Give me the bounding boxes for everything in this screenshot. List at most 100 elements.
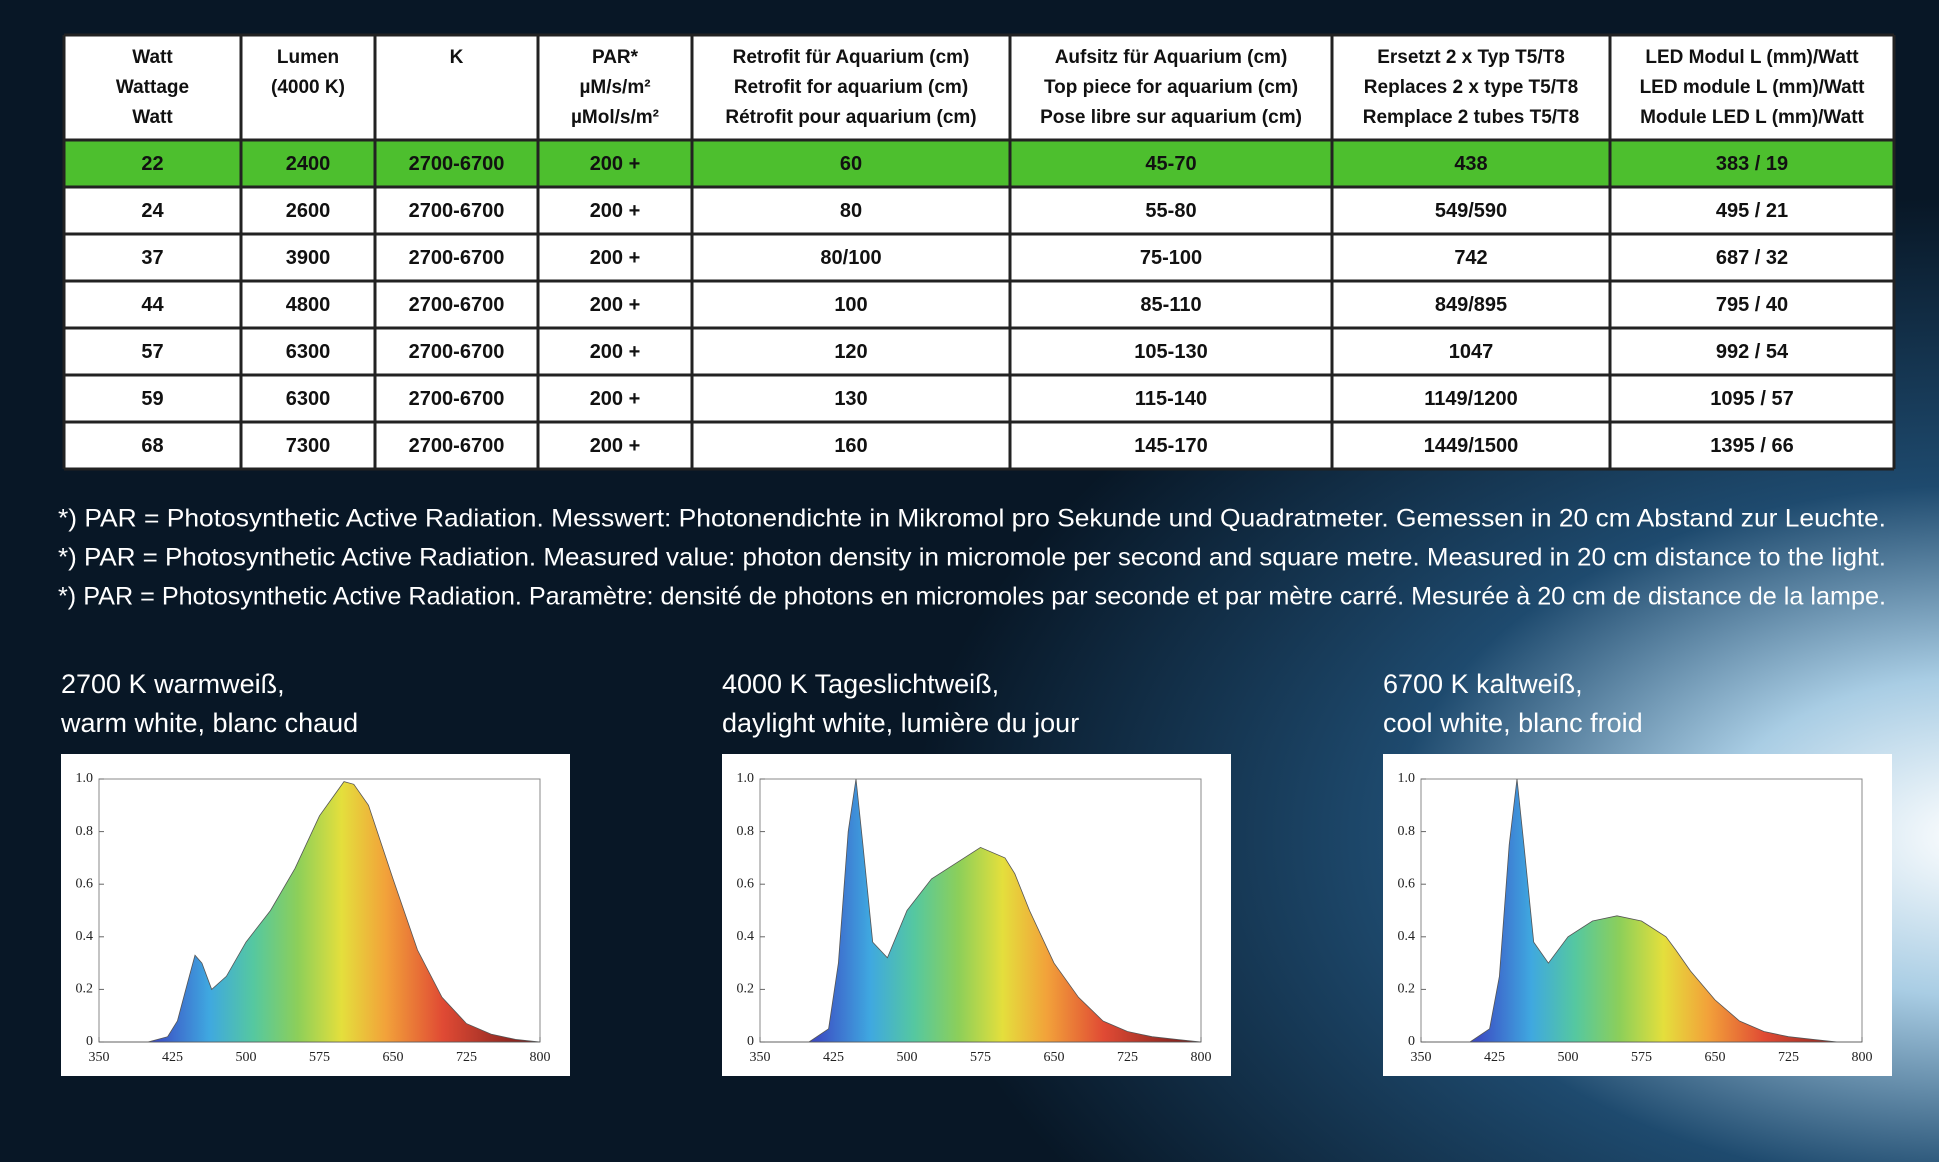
table-cell: 1047 [1449,341,1494,363]
chart-title: daylight white, lumière du jour [722,708,1079,738]
y-tick-label: 1.0 [76,771,94,786]
x-tick-label: 650 [383,1050,404,1065]
x-tick-label: 350 [750,1050,771,1065]
header-cell: Aufsitz für Aquarium (cm) [1055,47,1288,68]
header-cell: Retrofit für Aquarium (cm) [733,47,970,68]
table-cell: 145-170 [1134,435,1207,457]
x-tick-label: 575 [970,1050,991,1065]
x-tick-label: 500 [236,1050,257,1065]
table-cell: 2700-6700 [409,247,505,269]
y-tick-label: 0.6 [76,876,94,891]
table-cell: 130 [834,388,867,410]
header-cell: Pose libre sur aquarium (cm) [1040,107,1302,128]
table-cell: 1095 / 57 [1710,388,1793,410]
x-tick-label: 350 [1411,1050,1432,1065]
table-cell: 55-80 [1145,200,1196,222]
table-cell: 2700-6700 [409,435,505,457]
table-cell: 115-140 [1135,388,1207,410]
table-cell: 44 [141,294,164,316]
table-cell: 105-130 [1134,341,1207,363]
table-cell: 6300 [286,341,331,363]
table-cell: 200 + [590,341,641,363]
table-cell: 37 [141,247,163,269]
x-tick-label: 425 [1484,1050,1505,1065]
footnote: *) PAR = Photosynthetic Active Radiation… [58,505,1886,533]
table-cell: 549/590 [1435,200,1507,222]
table-cell: 992 / 54 [1716,341,1789,363]
y-tick-label: 0.2 [76,982,94,997]
x-tick-label: 575 [309,1050,330,1065]
x-tick-label: 725 [456,1050,477,1065]
table-cell: 2700-6700 [409,294,505,316]
table-cell: 742 [1454,247,1487,269]
table-background [64,35,1894,469]
x-tick-label: 650 [1044,1050,1065,1065]
table-cell: 200 + [590,153,641,175]
y-tick-label: 0.2 [737,982,755,997]
y-tick-label: 0.4 [1398,929,1416,944]
y-tick-label: 1.0 [1398,771,1416,786]
footnote: *) PAR = Photosynthetic Active Radiation… [58,583,1886,611]
table-cell: 120 [834,341,867,363]
x-tick-label: 575 [1631,1050,1652,1065]
header-cell: Wattage [116,77,189,98]
header-cell: LED module L (mm)/Watt [1640,77,1866,98]
header-cell: µM/s/m² [579,77,650,98]
y-tick-label: 0 [86,1034,93,1049]
x-tick-label: 650 [1705,1050,1726,1065]
header-cell: PAR* [592,47,639,68]
header-cell: Rétrofit pour aquarium (cm) [725,107,976,128]
spectrum-area [760,778,1202,1043]
spectrum-area [1421,778,1862,1043]
table-cell: 60 [840,153,862,175]
table-cell: 2700-6700 [409,341,505,363]
x-tick-label: 425 [162,1050,183,1065]
header-cell: Remplace 2 tubes T5/T8 [1363,107,1579,128]
y-tick-label: 0.4 [76,929,94,944]
table-cell: 80 [840,200,862,222]
table-cell: 200 + [590,294,641,316]
table-cell: 59 [141,388,163,410]
table-cell: 160 [834,435,867,457]
table-cell: 383 / 19 [1716,153,1788,175]
table-cell: 85-110 [1140,294,1201,316]
chart-title: cool white, blanc froid [1383,708,1643,738]
y-tick-label: 0.8 [76,824,94,839]
table-cell: 75-100 [1140,247,1202,269]
y-tick-label: 0.4 [737,929,755,944]
header-cell: Module LED L (mm)/Watt [1640,107,1864,128]
table-cell: 1395 / 66 [1710,435,1793,457]
table-cell: 80/100 [820,247,881,269]
table-cell: 200 + [590,435,641,457]
x-tick-label: 800 [530,1050,551,1065]
y-tick-label: 0 [747,1034,754,1049]
table-cell: 795 / 40 [1716,294,1788,316]
x-tick-label: 425 [823,1050,844,1065]
x-tick-label: 725 [1117,1050,1138,1065]
chart-title: warm white, blanc chaud [60,708,358,738]
y-tick-label: 0.6 [737,876,755,891]
y-tick-label: 0.8 [1398,824,1416,839]
table-cell: 495 / 21 [1716,200,1788,222]
table-cell: 200 + [590,247,641,269]
chart-title: 6700 K kaltweiß, [1383,669,1583,699]
chart-title: 4000 K Tageslichtweiß, [722,669,999,699]
y-tick-label: 1.0 [737,771,755,786]
header-cell: Ersetzt 2 x Typ T5/T8 [1377,47,1565,68]
header-cell: µMol/s/m² [571,107,659,128]
y-tick-label: 0 [1408,1034,1415,1049]
x-tick-label: 800 [1191,1050,1212,1065]
table-cell: 4800 [286,294,331,316]
table-cell: 57 [141,341,163,363]
table-cell: 687 / 32 [1716,247,1788,269]
footnote: *) PAR = Photosynthetic Active Radiation… [58,544,1886,572]
table-cell: 200 + [590,388,641,410]
table-cell: 6300 [286,388,331,410]
table-cell: 438 [1454,153,1487,175]
x-tick-label: 500 [1558,1050,1579,1065]
highlight-row [64,140,1894,187]
header-cell: LED Modul L (mm)/Watt [1645,47,1859,68]
y-tick-label: 0.2 [1398,982,1416,997]
header-cell: Replaces 2 x type T5/T8 [1364,77,1578,98]
header-cell: K [450,47,464,68]
